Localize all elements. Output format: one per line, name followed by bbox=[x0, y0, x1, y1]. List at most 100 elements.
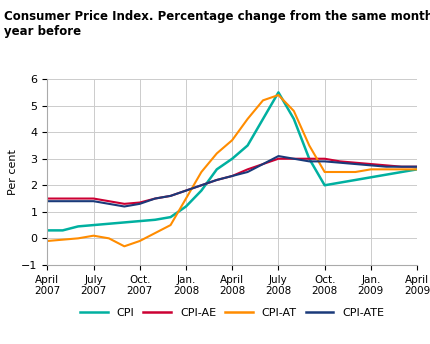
CPI-AE bbox=[322, 157, 327, 161]
CPI-AT bbox=[261, 98, 266, 103]
CPI-ATE bbox=[245, 170, 250, 174]
CPI bbox=[183, 204, 188, 208]
CPI-AT bbox=[276, 93, 281, 97]
CPI-ATE bbox=[307, 159, 312, 163]
CPI-AE bbox=[353, 161, 358, 165]
CPI-AE bbox=[214, 178, 219, 182]
CPI-AE bbox=[415, 165, 420, 169]
CPI-ATE bbox=[368, 163, 373, 168]
CPI bbox=[415, 167, 420, 171]
Line: CPI: CPI bbox=[47, 93, 417, 230]
CPI-ATE bbox=[45, 199, 50, 203]
Y-axis label: Per cent: Per cent bbox=[9, 149, 18, 195]
CPI bbox=[45, 228, 50, 233]
CPI bbox=[214, 167, 219, 171]
CPI-ATE bbox=[399, 165, 404, 169]
CPI-ATE bbox=[60, 199, 65, 203]
CPI-ATE bbox=[137, 202, 142, 206]
CPI-ATE bbox=[415, 165, 420, 169]
CPI-AT bbox=[45, 239, 50, 243]
CPI-AE bbox=[199, 183, 204, 187]
CPI-AT bbox=[353, 170, 358, 174]
CPI-ATE bbox=[122, 204, 127, 208]
CPI bbox=[307, 157, 312, 161]
CPI-ATE bbox=[353, 162, 358, 166]
CPI-ATE bbox=[214, 178, 219, 182]
CPI bbox=[60, 228, 65, 233]
CPI-AT bbox=[122, 244, 127, 248]
CPI-AE bbox=[137, 201, 142, 205]
CPI-AE bbox=[384, 163, 389, 168]
CPI-ATE bbox=[76, 199, 81, 203]
CPI-AT bbox=[214, 151, 219, 155]
CPI bbox=[76, 224, 81, 228]
CPI-AT bbox=[76, 236, 81, 240]
CPI-AE bbox=[122, 202, 127, 206]
CPI bbox=[168, 215, 173, 219]
Line: CPI-AT: CPI-AT bbox=[47, 95, 417, 246]
CPI-AE bbox=[45, 196, 50, 201]
CPI-AT bbox=[137, 239, 142, 243]
CPI bbox=[384, 173, 389, 177]
CPI-AE bbox=[368, 162, 373, 166]
CPI-AE bbox=[338, 159, 343, 163]
CPI bbox=[276, 90, 281, 95]
CPI bbox=[399, 170, 404, 174]
CPI-AE bbox=[60, 196, 65, 201]
CPI-ATE bbox=[291, 157, 296, 161]
CPI-AT bbox=[106, 236, 111, 240]
CPI-ATE bbox=[384, 165, 389, 169]
CPI-AE bbox=[183, 189, 188, 193]
CPI-ATE bbox=[183, 189, 188, 193]
CPI bbox=[353, 178, 358, 182]
CPI-AE bbox=[106, 199, 111, 203]
CPI-ATE bbox=[230, 174, 235, 178]
CPI bbox=[322, 183, 327, 187]
CPI-AE bbox=[91, 196, 96, 201]
CPI-AT bbox=[153, 231, 158, 235]
CPI-AE bbox=[307, 157, 312, 161]
CPI-ATE bbox=[261, 162, 266, 166]
CPI-AT bbox=[399, 167, 404, 171]
CPI bbox=[261, 117, 266, 121]
CPI-AT bbox=[384, 167, 389, 171]
Line: CPI-ATE: CPI-ATE bbox=[47, 156, 417, 206]
CPI bbox=[106, 222, 111, 226]
CPI-AT bbox=[245, 117, 250, 121]
CPI-AT bbox=[322, 170, 327, 174]
CPI bbox=[137, 219, 142, 223]
CPI-AT bbox=[183, 196, 188, 201]
CPI-AT bbox=[415, 167, 420, 171]
CPI bbox=[91, 223, 96, 227]
CPI-AE bbox=[153, 196, 158, 201]
CPI bbox=[230, 157, 235, 161]
CPI bbox=[199, 189, 204, 193]
Legend: CPI, CPI-AE, CPI-AT, CPI-ATE: CPI, CPI-AE, CPI-AT, CPI-ATE bbox=[76, 304, 389, 322]
CPI-ATE bbox=[322, 159, 327, 163]
CPI-AT bbox=[199, 170, 204, 174]
CPI-AE bbox=[76, 196, 81, 201]
CPI bbox=[291, 117, 296, 121]
Text: Consumer Price Index. Percentage change from the same month one
year before: Consumer Price Index. Percentage change … bbox=[4, 10, 430, 38]
CPI-AT bbox=[168, 223, 173, 227]
CPI-AT bbox=[368, 167, 373, 171]
CPI bbox=[338, 181, 343, 185]
CPI-AT bbox=[307, 143, 312, 148]
CPI-AE bbox=[261, 162, 266, 166]
CPI bbox=[153, 218, 158, 222]
CPI-AE bbox=[245, 167, 250, 171]
CPI-AE bbox=[168, 194, 173, 198]
CPI-AT bbox=[60, 238, 65, 242]
CPI-AE bbox=[399, 165, 404, 169]
CPI-ATE bbox=[168, 194, 173, 198]
CPI-AE bbox=[276, 157, 281, 161]
CPI-ATE bbox=[199, 183, 204, 187]
CPI-AT bbox=[91, 234, 96, 238]
CPI-AE bbox=[230, 174, 235, 178]
CPI-ATE bbox=[338, 161, 343, 165]
CPI bbox=[245, 143, 250, 148]
CPI-AT bbox=[230, 138, 235, 142]
CPI-AT bbox=[338, 170, 343, 174]
CPI bbox=[368, 175, 373, 179]
CPI-ATE bbox=[276, 154, 281, 158]
